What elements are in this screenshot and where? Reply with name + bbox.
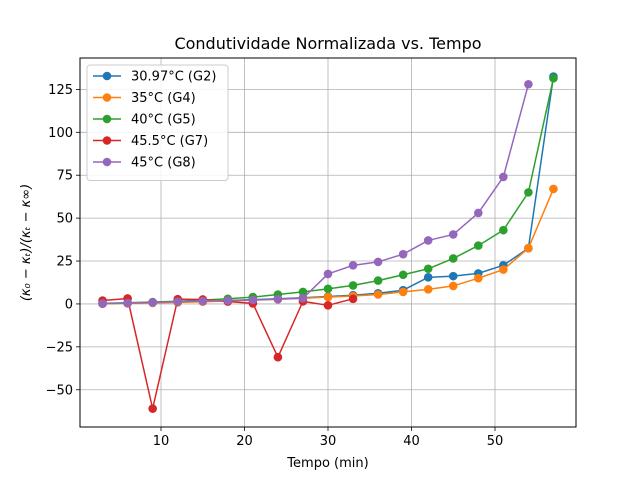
data-point xyxy=(424,236,433,245)
data-point xyxy=(449,230,458,239)
data-point xyxy=(524,244,533,253)
data-point xyxy=(98,299,107,308)
y-tick-label: 50 xyxy=(56,212,73,227)
y-axis-title: (κ₀ − κₜ)/(κₜ − κ∞) xyxy=(19,184,34,301)
data-point xyxy=(173,297,182,306)
data-point xyxy=(474,241,483,250)
data-point xyxy=(299,294,308,303)
data-point xyxy=(148,298,157,307)
legend-label: 30.97°C (G2) xyxy=(131,70,216,85)
data-point xyxy=(148,404,157,413)
legend-marker xyxy=(103,72,112,81)
y-tick-label: 125 xyxy=(48,83,73,98)
y-tick-label: 75 xyxy=(56,169,73,184)
x-tick-label: 40 xyxy=(403,434,420,449)
data-point xyxy=(399,270,408,279)
legend-marker xyxy=(103,158,112,167)
data-point xyxy=(224,296,233,305)
data-point xyxy=(474,209,483,218)
y-tick-label: 0 xyxy=(65,297,73,312)
data-point xyxy=(324,301,333,310)
data-point xyxy=(324,285,333,294)
data-point xyxy=(374,258,383,267)
data-point xyxy=(198,297,207,306)
data-point xyxy=(499,173,508,182)
data-point xyxy=(349,281,358,290)
legend-label: 40°C (G5) xyxy=(131,113,196,128)
data-point xyxy=(324,270,333,279)
data-point xyxy=(499,265,508,274)
data-point xyxy=(274,353,283,362)
data-point xyxy=(123,299,132,308)
data-point xyxy=(549,74,558,83)
legend-label: 45°C (G8) xyxy=(131,156,196,171)
data-point xyxy=(349,294,358,303)
data-point xyxy=(449,254,458,263)
x-tick-label: 50 xyxy=(487,434,504,449)
legend-label: 45.5°C (G7) xyxy=(131,134,208,149)
data-point xyxy=(424,273,433,282)
data-point xyxy=(549,185,558,194)
y-tick-label: 25 xyxy=(56,255,73,270)
data-point xyxy=(474,274,483,283)
data-point xyxy=(449,282,458,291)
legend-marker xyxy=(103,93,112,102)
x-axis-title: Tempo (min) xyxy=(286,456,368,471)
legend-marker xyxy=(103,136,112,145)
legend-label: 35°C (G4) xyxy=(131,91,196,106)
data-point xyxy=(424,264,433,273)
data-point xyxy=(499,226,508,235)
data-point xyxy=(424,285,433,294)
data-point xyxy=(524,188,533,197)
data-point xyxy=(249,296,258,305)
data-point xyxy=(449,272,458,281)
data-point xyxy=(524,80,533,89)
y-tick-label: −50 xyxy=(46,383,73,398)
data-point xyxy=(399,250,408,259)
chart-title: Condutividade Normalizada vs. Tempo xyxy=(174,34,481,53)
y-tick-label: 100 xyxy=(48,126,73,141)
x-tick-label: 10 xyxy=(153,434,170,449)
x-tick-label: 20 xyxy=(236,434,253,449)
data-point xyxy=(324,293,333,302)
x-tick-label: 30 xyxy=(320,434,337,449)
data-point xyxy=(374,276,383,285)
data-point xyxy=(349,261,358,270)
legend-marker xyxy=(103,115,112,124)
data-point xyxy=(374,290,383,299)
legend: 30.97°C (G2) 35°C (G4) 40°C (G5) 45.5°C (G7… xyxy=(87,65,228,181)
data-point xyxy=(399,288,408,297)
data-point xyxy=(274,295,283,304)
y-tick-label: −25 xyxy=(46,340,73,355)
